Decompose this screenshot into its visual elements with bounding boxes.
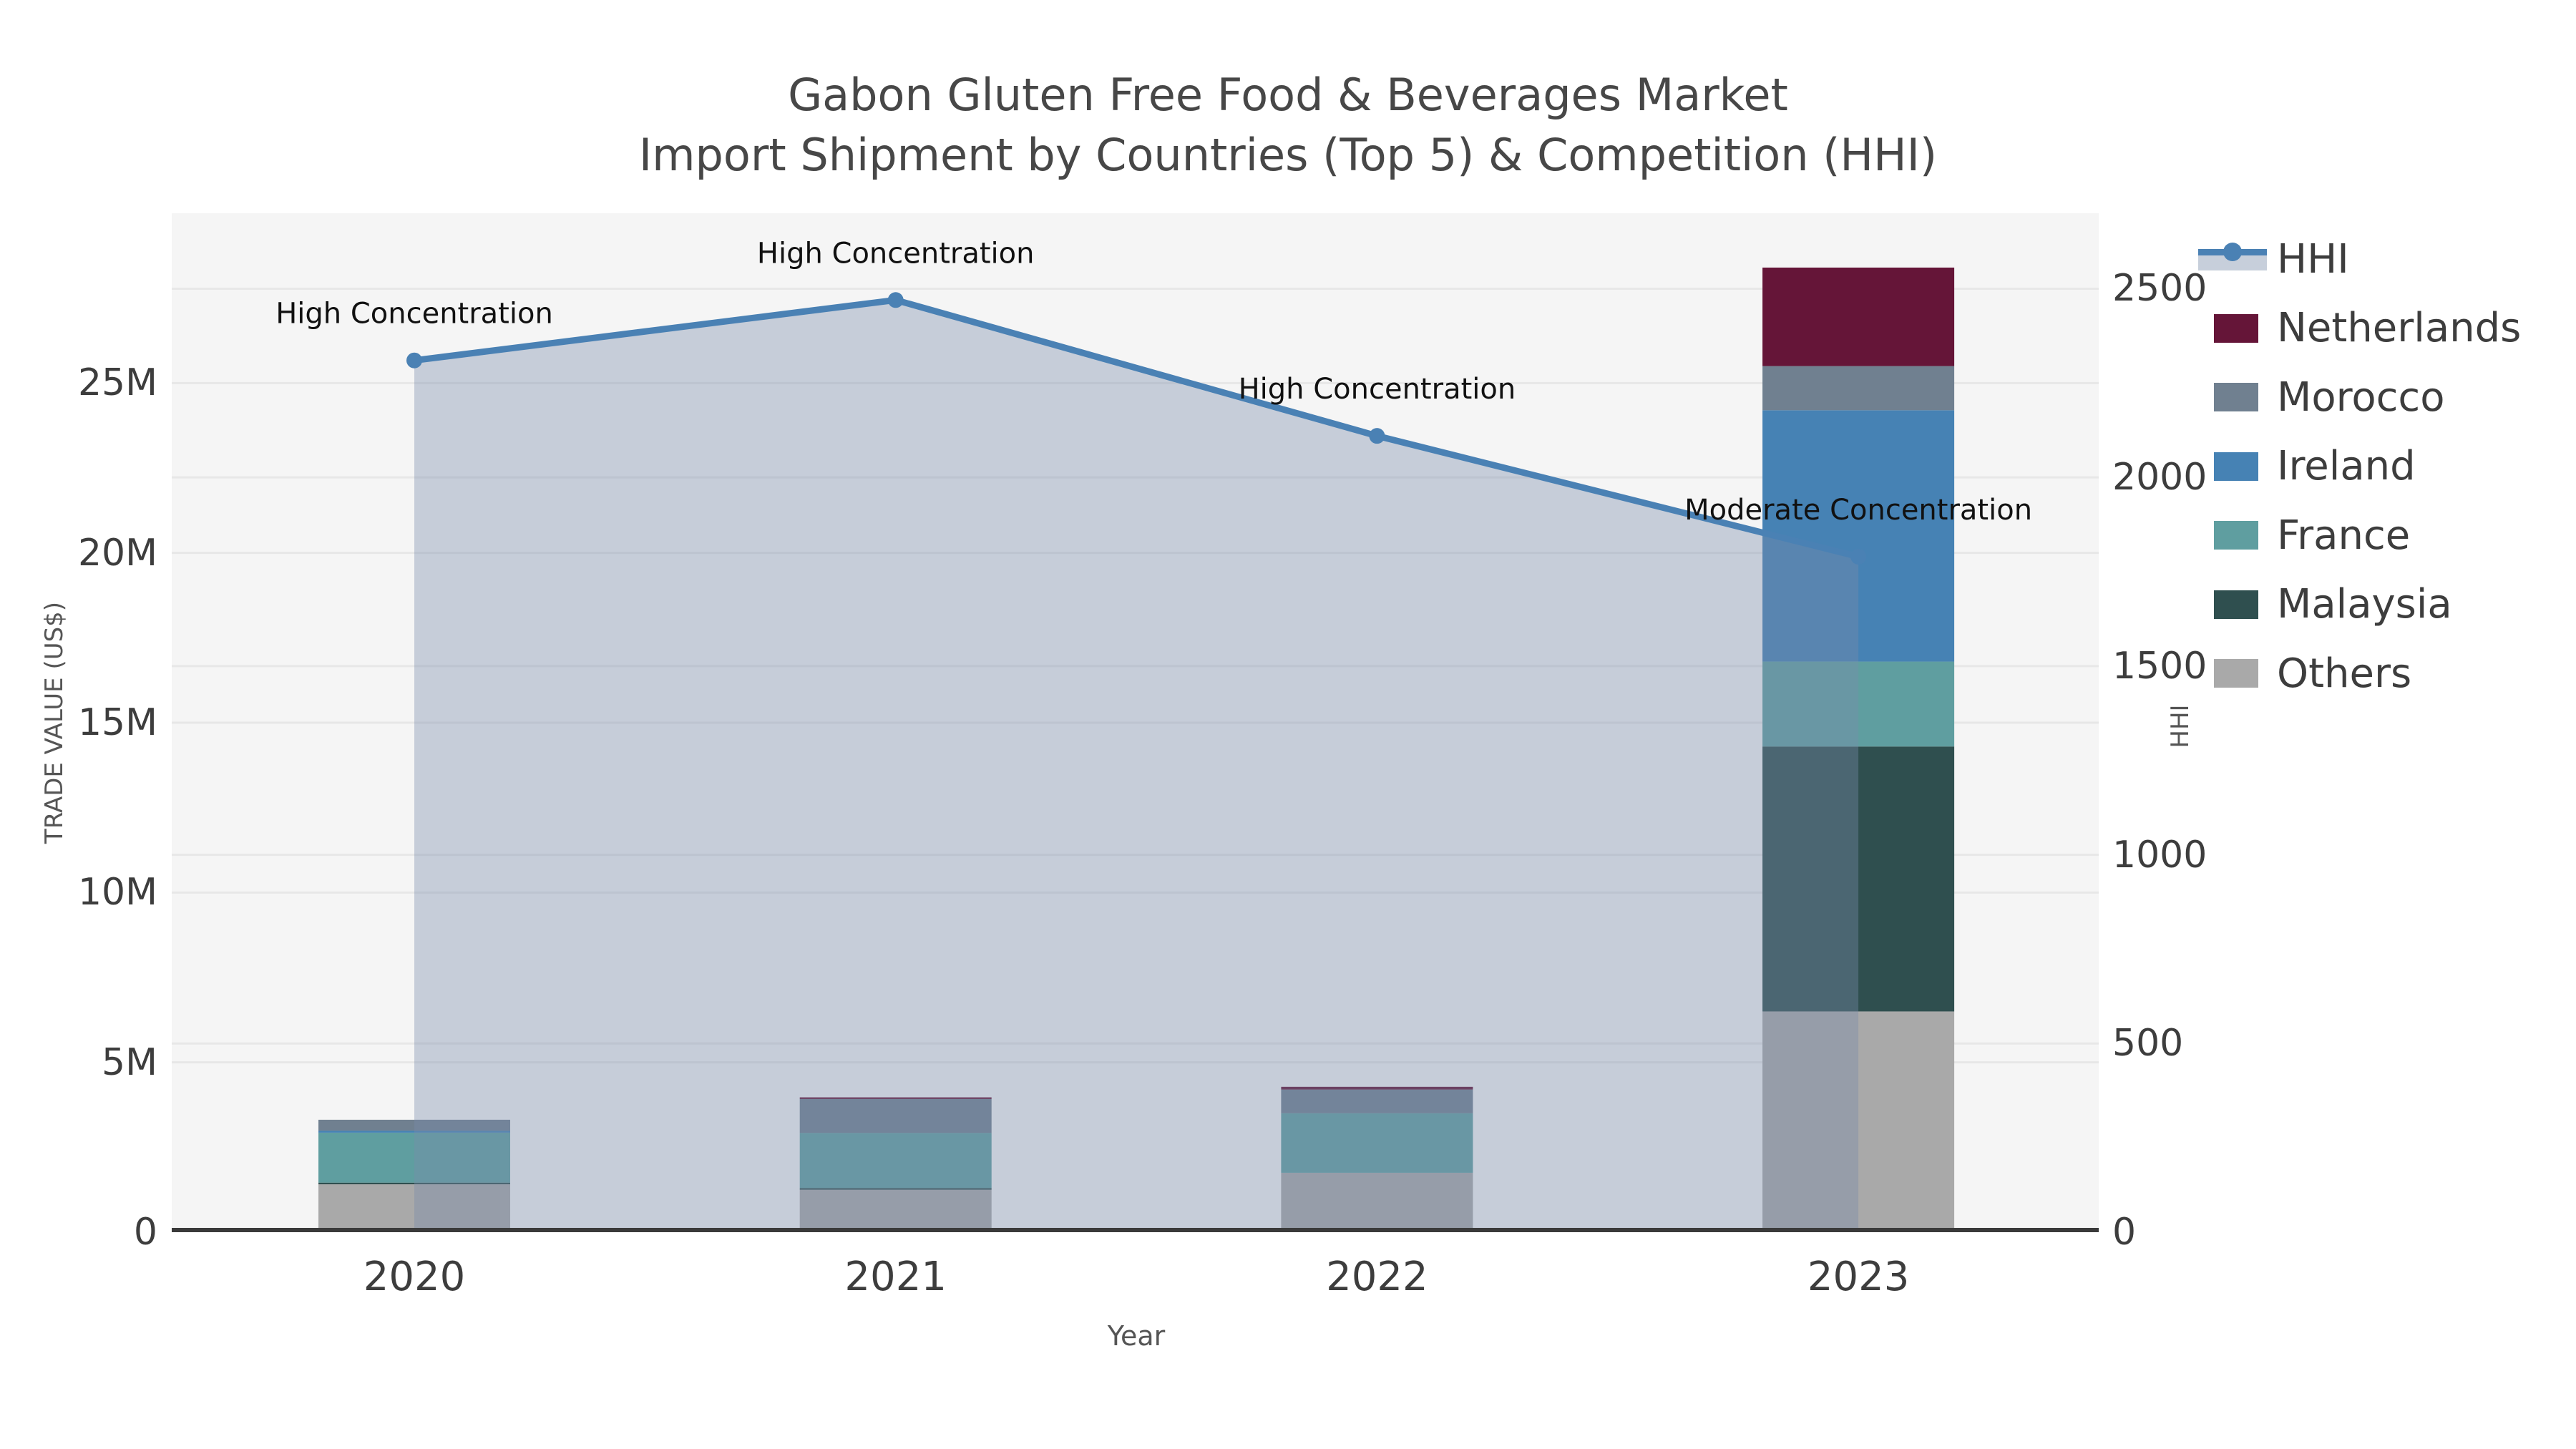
y-right-tick-2500: 2500 xyxy=(2112,267,2207,311)
y-left-tick-15M: 15M xyxy=(77,701,157,744)
legend-item-others: Others xyxy=(2198,639,2411,708)
hhi-area-fill xyxy=(414,300,1859,1232)
legend-label-ireland: Ireland xyxy=(2277,443,2416,489)
hhi-marker-2022 xyxy=(1369,428,1385,444)
bar-segment-netherlands-2023 xyxy=(1762,267,1955,366)
hhi-marker-2023 xyxy=(1850,548,1867,565)
legend-item-ireland: Ireland xyxy=(2198,432,2416,501)
y-axis-right-title: HHI xyxy=(2166,704,2195,748)
plot-area: High Concentration High Concentration High… xyxy=(172,213,2099,1232)
plot-canvas: High Concentration High Concentration High… xyxy=(172,237,2099,1232)
annotation-2023: Moderate Concentration xyxy=(1684,494,2032,527)
y-right-tick-1000: 1000 xyxy=(2112,833,2207,877)
hhi-line-swatch xyxy=(2198,243,2267,275)
y-right-tick-500: 500 xyxy=(2112,1022,2184,1065)
legend-swatch-ireland xyxy=(2214,452,2258,481)
bar-segment-morocco-2021 xyxy=(799,1098,992,1133)
x-axis-title: Year xyxy=(1107,1320,1166,1352)
bar-segment-others-2022 xyxy=(1281,1172,1473,1232)
bar-segment-ireland-2023 xyxy=(1762,410,1955,662)
bar-segment-malaysia-2020 xyxy=(318,1182,510,1185)
legend-swatch-morocco xyxy=(2214,383,2258,411)
chart-title-line2: Import Shipment by Countries (Top 5) & C… xyxy=(638,129,1938,181)
legend-swatch-others xyxy=(2214,659,2258,688)
bar-segment-morocco-2020 xyxy=(318,1119,510,1131)
y-left-tick-5M: 5M xyxy=(102,1040,157,1084)
y-right-tick-2000: 2000 xyxy=(2112,456,2207,499)
bar-segment-morocco-2023 xyxy=(1762,366,1955,411)
bar-segment-others-2020 xyxy=(318,1184,510,1232)
bar-segment-others-2023 xyxy=(1762,1011,1955,1232)
legend-swatch-malaysia xyxy=(2214,590,2258,619)
annotation-2021: High Concentration xyxy=(757,237,1035,270)
annotation-2020: High Concentration xyxy=(275,298,553,331)
bar-segment-malaysia-2023 xyxy=(1762,746,1955,1012)
legend-label-malaysia: Malaysia xyxy=(2277,581,2452,628)
y-axis-left-title: TRADE VALUE (US$) xyxy=(40,601,69,844)
legend-item-hhi: HHI xyxy=(2198,225,2349,293)
y-left-tick-0: 0 xyxy=(133,1211,157,1254)
legend-item-netherlands: Netherlands xyxy=(2198,294,2521,363)
bar-segment-france-2021 xyxy=(799,1133,992,1189)
y-left-tick-25M: 25M xyxy=(77,361,157,405)
x-tick-2023: 2023 xyxy=(1807,1254,1910,1300)
chart-title-line1: Gabon Gluten Free Food & Beverages Marke… xyxy=(788,69,1788,121)
bar-segment-malaysia-2021 xyxy=(799,1188,992,1190)
y-left-tick-20M: 20M xyxy=(77,531,157,575)
legend-label-morocco: Morocco xyxy=(2277,374,2445,421)
y-right-tick-1500: 1500 xyxy=(2112,644,2207,688)
y-left-tick-10M: 10M xyxy=(77,871,157,914)
legend-label-france: France xyxy=(2277,512,2411,559)
y-right-tick-0: 0 xyxy=(2112,1211,2137,1254)
legend-item-morocco: Morocco xyxy=(2198,363,2444,431)
bar-segment-france-2020 xyxy=(318,1132,510,1183)
legend-label-hhi: HHI xyxy=(2277,235,2349,283)
x-tick-2020: 2020 xyxy=(363,1254,466,1300)
hhi-marker-2021 xyxy=(887,292,904,308)
bar-segment-ireland-2020 xyxy=(318,1131,510,1133)
hhi-marker-2020 xyxy=(406,352,422,369)
legend-swatch-france xyxy=(2214,521,2258,550)
legend-item-malaysia: Malaysia xyxy=(2198,570,2452,639)
legend-label-others: Others xyxy=(2277,650,2412,697)
bar-segment-netherlands-2022 xyxy=(1281,1086,1473,1090)
bar-segment-france-2023 xyxy=(1762,661,1955,747)
annotation-2022: High Concentration xyxy=(1239,373,1516,406)
legend-swatch-netherlands xyxy=(2214,313,2258,343)
bar-segment-morocco-2022 xyxy=(1281,1089,1473,1113)
legend-label-netherlands: Netherlands xyxy=(2277,305,2522,351)
x-tick-2022: 2022 xyxy=(1326,1254,1428,1300)
hhi-line xyxy=(414,296,1860,560)
bar-segment-netherlands-2021 xyxy=(799,1097,992,1099)
x-tick-2021: 2021 xyxy=(844,1254,947,1300)
bar-segment-france-2022 xyxy=(1281,1113,1473,1173)
legend-item-france: France xyxy=(2198,501,2410,570)
hhi-marker-glyph xyxy=(2223,243,2242,261)
bar-segment-others-2021 xyxy=(799,1189,992,1232)
